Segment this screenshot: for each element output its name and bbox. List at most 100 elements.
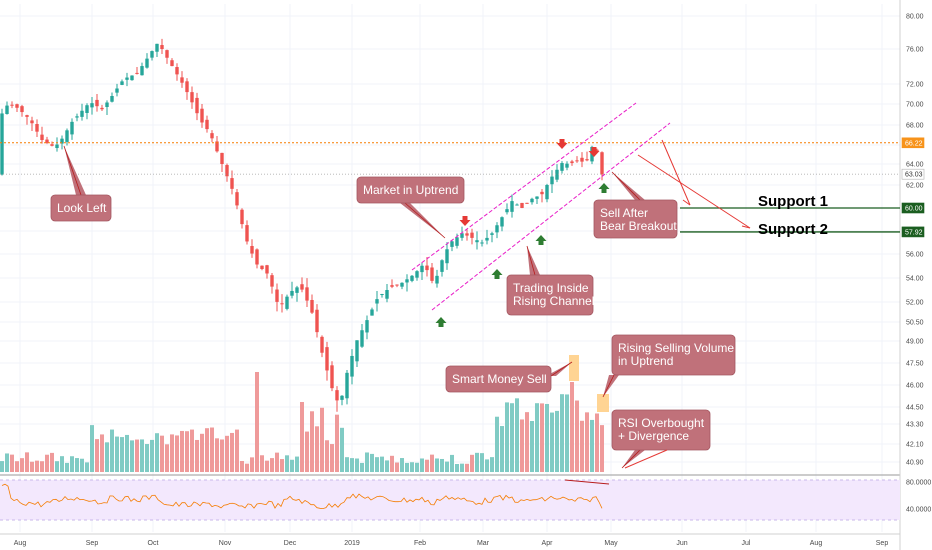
candle-body bbox=[265, 265, 269, 274]
volume-bar bbox=[175, 435, 179, 472]
volume-bar bbox=[535, 403, 539, 472]
volume-bar bbox=[60, 456, 64, 472]
volume-bar bbox=[255, 372, 259, 472]
candle-body bbox=[115, 88, 119, 93]
volume-bar bbox=[100, 434, 104, 472]
candle-body bbox=[40, 134, 44, 140]
price-tick-label: 50.50 bbox=[906, 320, 924, 327]
volume-bar bbox=[320, 407, 324, 472]
volume-bar bbox=[520, 419, 524, 472]
volume-bar bbox=[285, 455, 289, 472]
volume-bar bbox=[290, 459, 294, 472]
time-tick-label: Dec bbox=[284, 540, 297, 547]
callout-tail bbox=[603, 375, 619, 397]
price-tick-label: 64.00 bbox=[906, 162, 924, 169]
candle-body bbox=[300, 284, 304, 290]
volume-bar bbox=[275, 452, 279, 472]
price-tick-label: 54.00 bbox=[906, 276, 924, 283]
price-badge bbox=[901, 168, 925, 180]
price-tick-label: 46.00 bbox=[906, 383, 924, 390]
candle-body bbox=[70, 121, 74, 135]
volume-bar bbox=[225, 435, 229, 472]
buy-arrow-icon bbox=[435, 317, 447, 327]
candle-body bbox=[100, 107, 104, 110]
candle-body bbox=[50, 144, 54, 146]
price-axis: 80.0076.0072.0070.0068.0066.0064.0062.00… bbox=[901, 14, 925, 467]
candle-body bbox=[205, 119, 209, 130]
volume-bar bbox=[105, 442, 109, 472]
volume-bar bbox=[330, 444, 334, 472]
callout-tail bbox=[527, 246, 540, 275]
volume-bar bbox=[270, 458, 274, 472]
volume-bar bbox=[180, 430, 184, 472]
candle-body bbox=[10, 104, 14, 106]
volume-bar bbox=[555, 410, 559, 472]
volume-bar bbox=[90, 425, 94, 472]
candle-body bbox=[500, 217, 504, 227]
volume-bar bbox=[355, 458, 359, 472]
volume-bar bbox=[5, 453, 9, 472]
candle-body bbox=[275, 289, 279, 302]
callout-box bbox=[611, 409, 711, 451]
candle-body bbox=[195, 97, 199, 114]
projection-arrow bbox=[637, 154, 751, 229]
volume-bar bbox=[340, 427, 344, 472]
candle-body bbox=[485, 237, 489, 241]
volume-bar bbox=[375, 457, 379, 472]
time-tick-label: Jul bbox=[742, 540, 751, 547]
volume-bar bbox=[570, 382, 574, 472]
time-tick-label: Feb bbox=[414, 540, 426, 547]
volume-bar bbox=[170, 434, 174, 472]
candle-body bbox=[235, 192, 239, 206]
volume-bar bbox=[305, 431, 309, 472]
candle-body bbox=[540, 191, 544, 195]
volume-bar bbox=[500, 426, 504, 472]
time-tick-label: Sep bbox=[876, 540, 889, 547]
time-tick-label: Aug bbox=[14, 540, 27, 547]
volume-bar bbox=[580, 420, 584, 472]
candle-body bbox=[420, 265, 424, 273]
candle-body bbox=[400, 282, 404, 287]
candle-body bbox=[345, 372, 349, 399]
divergence-pointer bbox=[624, 449, 668, 469]
volume-bar bbox=[150, 439, 154, 472]
volume-bar bbox=[600, 425, 604, 472]
candle-body bbox=[375, 299, 379, 304]
volume-bar bbox=[45, 454, 49, 472]
volume-bar bbox=[245, 463, 249, 472]
candle-body bbox=[15, 104, 19, 108]
candle-body bbox=[455, 237, 459, 246]
callout-box bbox=[445, 365, 552, 393]
candle-body bbox=[175, 67, 179, 75]
volume-bar bbox=[240, 460, 244, 472]
candle-body bbox=[530, 198, 534, 203]
candle-body bbox=[190, 92, 194, 103]
time-tick-label: 2019 bbox=[344, 540, 360, 547]
candle-body bbox=[285, 296, 289, 309]
volume-bar bbox=[370, 453, 374, 472]
candle-body bbox=[25, 115, 29, 117]
volume-highlight bbox=[597, 394, 609, 412]
volume-bar bbox=[50, 452, 54, 472]
volume-bar bbox=[390, 455, 394, 472]
candle-body bbox=[255, 249, 259, 265]
price-candles bbox=[0, 38, 604, 412]
volume-bar bbox=[530, 420, 534, 472]
volume-bar bbox=[65, 462, 69, 472]
candle-body bbox=[395, 284, 399, 286]
candle-body bbox=[110, 96, 114, 102]
volume-bar bbox=[395, 462, 399, 472]
callout-box bbox=[506, 274, 594, 316]
candle-body bbox=[85, 105, 89, 113]
callout-text: Market in Uptrend bbox=[363, 183, 458, 197]
candle-body bbox=[525, 202, 529, 204]
volume-bar bbox=[125, 434, 129, 472]
candle-body bbox=[75, 116, 79, 118]
callout-pointer bbox=[63, 145, 82, 196]
time-tick-label: May bbox=[604, 540, 618, 547]
candle-body bbox=[350, 355, 354, 377]
volume-bar bbox=[360, 462, 364, 472]
candle-body bbox=[320, 336, 324, 353]
candle-body bbox=[145, 58, 149, 68]
candle-body bbox=[225, 165, 229, 177]
